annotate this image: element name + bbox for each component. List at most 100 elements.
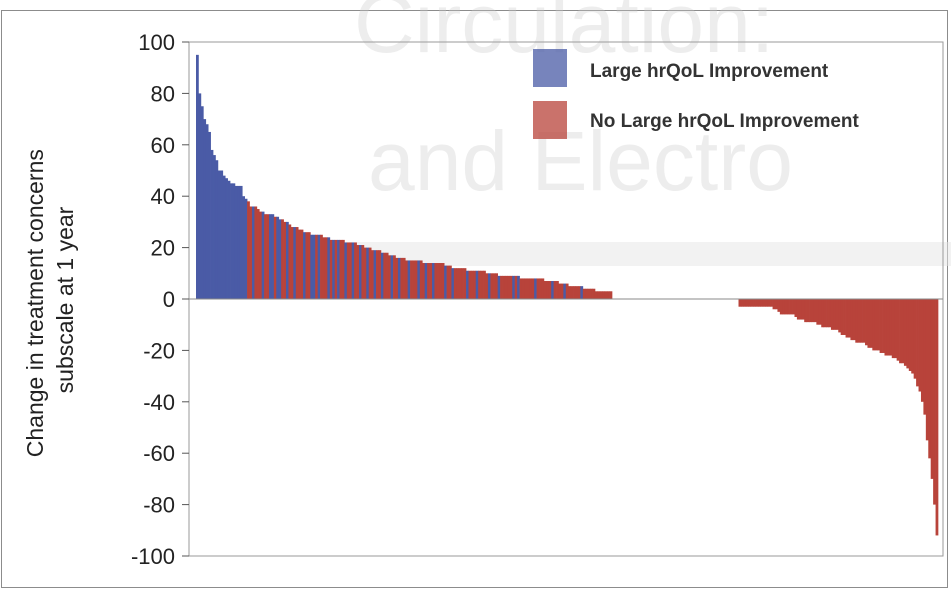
y-tick-label: -100 xyxy=(131,544,175,569)
bar xyxy=(553,281,557,299)
bar xyxy=(261,211,265,299)
bar xyxy=(431,263,435,299)
bar xyxy=(305,232,309,299)
bar xyxy=(743,299,747,307)
figure-frame xyxy=(1,10,948,588)
bar xyxy=(930,299,934,479)
bar xyxy=(210,149,214,299)
bar xyxy=(920,299,924,402)
y-tick-label: 80 xyxy=(151,81,175,106)
bar xyxy=(393,255,396,299)
bar xyxy=(196,54,199,299)
bar xyxy=(558,283,562,299)
watermark: Circulation: and Electro xyxy=(354,0,793,208)
bar xyxy=(565,283,569,299)
bar xyxy=(456,268,460,299)
bar xyxy=(762,299,766,307)
bar xyxy=(317,234,321,299)
bar xyxy=(597,291,601,299)
bar xyxy=(300,229,304,299)
bar xyxy=(748,299,752,307)
bar xyxy=(504,275,508,299)
bar xyxy=(307,232,311,299)
bar xyxy=(327,237,331,299)
bar xyxy=(604,291,608,299)
y-axis-label-line-1: Change in treatment concerns xyxy=(22,149,48,457)
bar xyxy=(573,286,576,299)
bar xyxy=(208,131,211,299)
bar xyxy=(395,257,399,299)
bar xyxy=(344,242,348,299)
bar xyxy=(585,288,589,299)
bar xyxy=(361,245,365,299)
bar xyxy=(490,273,494,299)
bar xyxy=(599,291,603,299)
bar xyxy=(750,299,754,307)
bar xyxy=(480,270,484,299)
bar xyxy=(757,299,761,307)
bar xyxy=(903,299,907,366)
bar xyxy=(884,299,888,356)
bar xyxy=(251,206,255,299)
bar xyxy=(220,170,224,299)
bar xyxy=(755,299,759,307)
bar xyxy=(577,286,581,299)
bar xyxy=(290,227,294,299)
bar xyxy=(855,299,859,343)
bar xyxy=(813,299,817,323)
bar xyxy=(310,234,314,299)
bar xyxy=(449,265,452,299)
bar xyxy=(582,288,586,299)
y-tick-label: 20 xyxy=(151,236,175,261)
bar xyxy=(514,275,518,299)
bar xyxy=(835,299,839,330)
bar xyxy=(845,299,849,338)
bar xyxy=(434,263,438,299)
bar xyxy=(509,275,513,299)
bar xyxy=(332,239,336,299)
bar xyxy=(320,234,323,299)
bar xyxy=(830,299,834,330)
bar xyxy=(281,219,284,299)
legend-swatch-no-large-improvement xyxy=(533,101,567,139)
bar xyxy=(468,270,472,299)
bar xyxy=(298,229,301,299)
bar xyxy=(417,260,421,299)
bar xyxy=(541,278,545,299)
bar xyxy=(429,263,433,299)
bar xyxy=(502,275,506,299)
bar xyxy=(852,299,856,341)
bar xyxy=(740,299,744,307)
bar xyxy=(400,257,404,299)
bar xyxy=(899,299,902,364)
bar xyxy=(865,299,868,346)
bar xyxy=(772,299,776,310)
bar xyxy=(862,299,866,343)
bar xyxy=(507,275,511,299)
bar xyxy=(760,299,764,307)
bar xyxy=(427,263,430,299)
bar xyxy=(916,299,919,387)
bar xyxy=(809,299,812,323)
bar xyxy=(526,278,530,299)
bar xyxy=(896,299,900,361)
bar xyxy=(410,260,413,299)
bar xyxy=(779,299,783,315)
bar xyxy=(244,198,248,299)
bar xyxy=(295,227,299,299)
y-tick-label: -60 xyxy=(143,441,175,466)
bar xyxy=(580,286,584,299)
bar xyxy=(536,278,540,299)
bar xyxy=(609,291,613,299)
bar xyxy=(237,185,241,299)
bar xyxy=(288,224,292,299)
bar xyxy=(315,234,318,299)
bar xyxy=(500,275,503,299)
bar xyxy=(412,260,416,299)
bar xyxy=(777,299,781,312)
bar xyxy=(575,286,579,299)
bar xyxy=(470,270,474,299)
bar xyxy=(607,291,610,299)
